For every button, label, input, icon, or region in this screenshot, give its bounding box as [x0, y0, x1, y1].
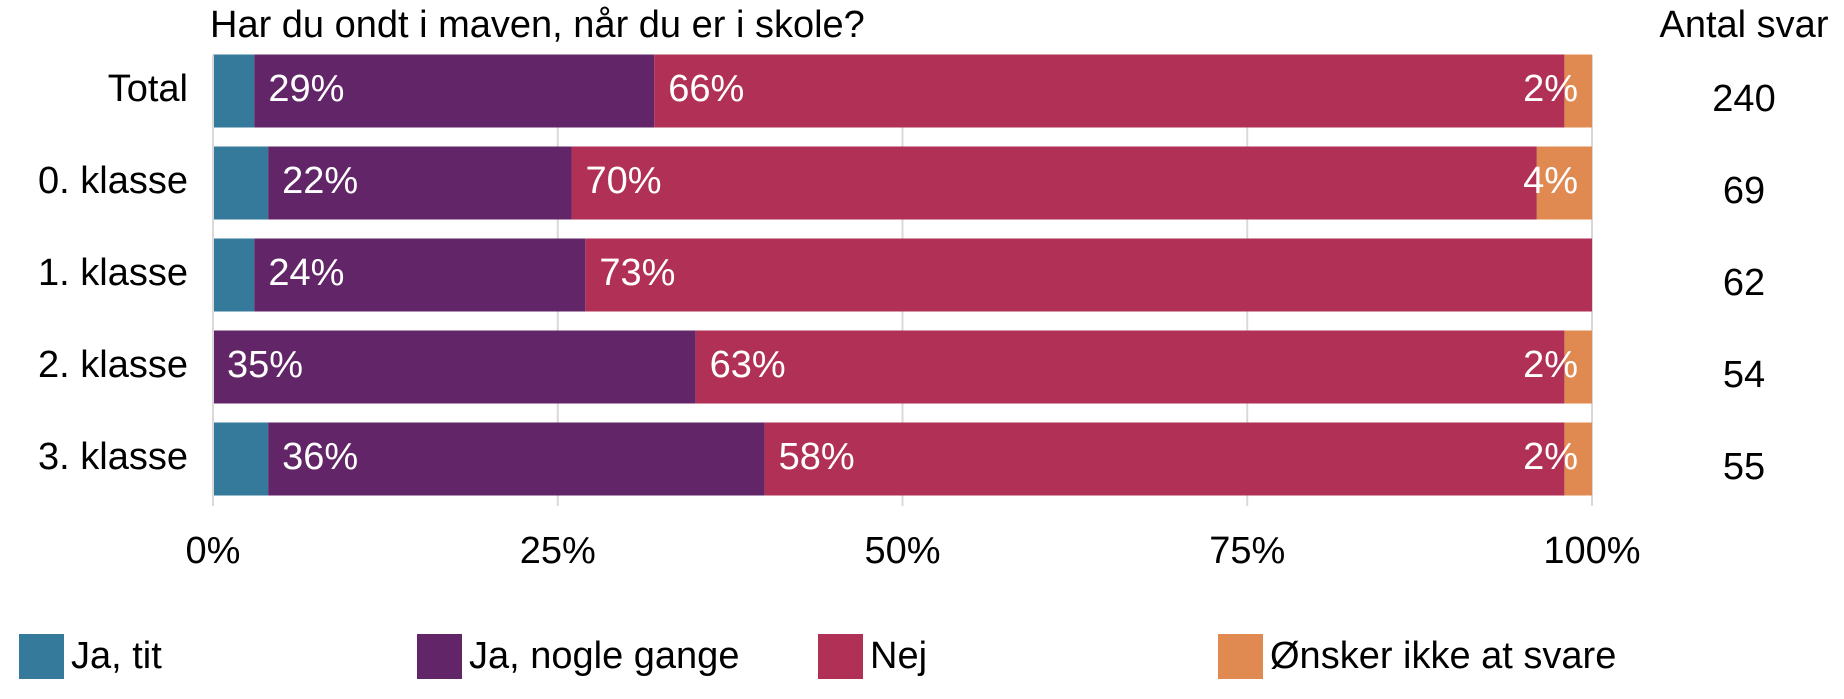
count-label: 62	[1723, 262, 1765, 304]
y-tick-label: 1. klasse	[38, 252, 188, 294]
bar-segment	[764, 422, 1565, 496]
x-tick-label: 25%	[520, 530, 596, 572]
bar-segment	[213, 54, 255, 128]
x-tick-label: 75%	[1209, 530, 1285, 572]
count-header: Antal svar	[1660, 4, 1829, 46]
value-label: 2%	[1523, 436, 1578, 478]
bar-segment	[254, 238, 586, 312]
legend-swatch	[417, 634, 462, 679]
legend-label: Ja, tit	[71, 635, 162, 677]
chart-title: Har du ondt i maven, når du er i skole?	[210, 4, 865, 46]
y-tick-label: 3. klasse	[38, 436, 188, 478]
legend-label: Nej	[870, 635, 927, 677]
value-label: 73%	[599, 252, 675, 294]
value-label: 29%	[268, 68, 344, 110]
x-tick-label: 100%	[1543, 530, 1640, 572]
bar-segment	[1564, 54, 1592, 128]
bar-segment	[1564, 422, 1592, 496]
x-tick-label: 50%	[864, 530, 940, 572]
legend-swatch	[19, 634, 64, 679]
legend-label: Ja, nogle gange	[469, 635, 739, 677]
value-label: 70%	[586, 160, 662, 202]
value-label: 4%	[1523, 160, 1578, 202]
y-tick-label: 2. klasse	[38, 344, 188, 386]
bar-segment	[1536, 146, 1592, 220]
bar-segment	[1564, 330, 1592, 404]
y-tick-label: Total	[108, 68, 188, 110]
value-label: 2%	[1523, 68, 1578, 110]
value-label: 22%	[282, 160, 358, 202]
legend-swatch	[1218, 634, 1263, 679]
bar-segment	[213, 238, 255, 312]
bar-segment	[654, 54, 1565, 128]
bar-segment	[585, 238, 1592, 312]
legend-swatch	[818, 634, 863, 679]
bar-segment	[254, 54, 655, 128]
count-label: 69	[1723, 170, 1765, 212]
bar-segment	[268, 146, 572, 220]
value-label: 2%	[1523, 344, 1578, 386]
count-label: 54	[1723, 354, 1765, 396]
legend-label: Ønsker ikke at svare	[1270, 635, 1616, 677]
y-tick-label: 0. klasse	[38, 160, 188, 202]
value-label: 58%	[779, 436, 855, 478]
bar-segment	[695, 330, 1565, 404]
value-label: 24%	[268, 252, 344, 294]
value-label: 36%	[282, 436, 358, 478]
value-label: 35%	[227, 344, 303, 386]
x-tick-label: 0%	[186, 530, 241, 572]
value-label: 63%	[710, 344, 786, 386]
bar-segment	[268, 422, 765, 496]
value-label: 66%	[668, 68, 744, 110]
bar-segment	[213, 146, 269, 220]
count-label: 240	[1712, 78, 1775, 120]
bar-segment	[213, 330, 696, 404]
bar-segment	[213, 422, 269, 496]
count-label: 55	[1723, 446, 1765, 488]
bar-segment	[571, 146, 1537, 220]
